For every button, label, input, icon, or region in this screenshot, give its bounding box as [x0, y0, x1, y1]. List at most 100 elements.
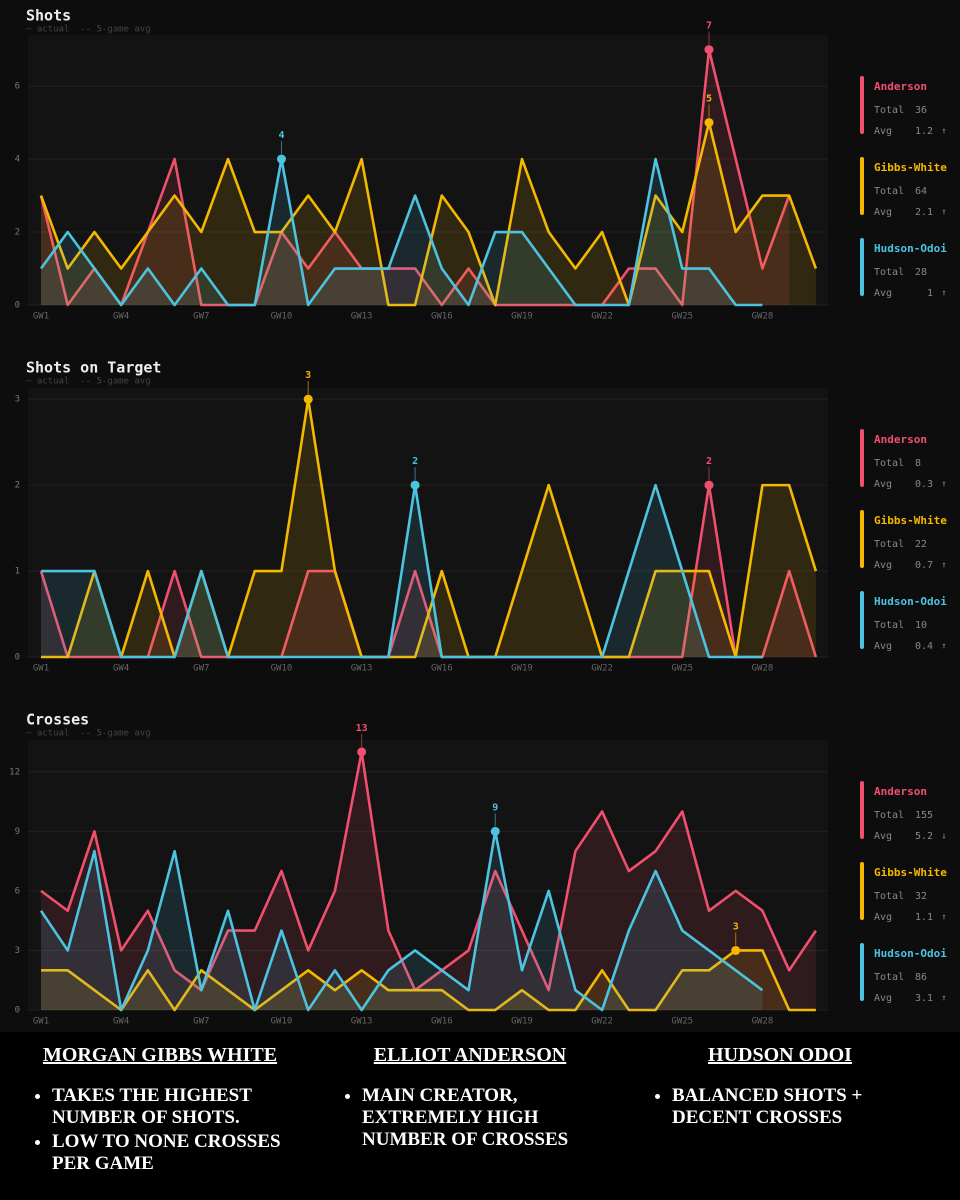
y-tick-label: 6: [15, 82, 20, 92]
legend-swatch: [860, 862, 864, 920]
series-area: [41, 485, 816, 657]
series-line: [39, 830, 764, 1012]
peak-point: [731, 945, 741, 955]
x-tick-label: GW1: [33, 312, 49, 322]
avg-value: 0.7: [915, 560, 933, 571]
legend-swatch: [860, 591, 864, 649]
legend-swatch: [860, 943, 864, 1001]
legend-name: Hudson-Odoi: [874, 242, 947, 255]
y-tick-label: 0: [15, 653, 20, 663]
x-tick-label: GW10: [271, 1017, 293, 1027]
note-bullet: BALANCED SHOTS + DECENT CROSSES: [672, 1085, 910, 1129]
x-tick-label: GW4: [113, 1017, 129, 1027]
total-value: 28: [915, 267, 927, 278]
avg-trend: ↑: [941, 480, 946, 490]
x-tick-label: GW10: [271, 312, 293, 322]
chart-title: Shots on Target: [26, 359, 161, 377]
y-tick-label: 12: [9, 767, 20, 777]
legend-note: — actual -- 5-game avg: [26, 729, 151, 739]
x-tick-label: GW7: [193, 664, 209, 674]
plot-area: [28, 35, 828, 305]
y-tick-label: 3: [15, 395, 20, 405]
note-bullet: TAKES THE HIGHEST NUMBER OF SHOTS.: [52, 1085, 290, 1129]
peak-label: 7: [706, 21, 712, 32]
avg-value: 0.4: [915, 641, 933, 652]
total-label: Total: [874, 972, 904, 983]
x-tick-label: GW25: [671, 1017, 693, 1027]
plot-area: [28, 740, 828, 1010]
avg-trend: ↑: [941, 994, 946, 1004]
peak-point: [410, 480, 420, 490]
x-tick-label: GW19: [511, 664, 533, 674]
legend-name: Gibbs-White: [874, 161, 947, 174]
peak-label: 2: [412, 456, 418, 467]
y-tick-label: 9: [15, 827, 20, 837]
x-tick-label: GW13: [351, 664, 373, 674]
legend-name: Gibbs-White: [874, 514, 947, 527]
peak-point: [704, 45, 714, 55]
avg-trend: ↓: [941, 832, 946, 842]
total-value: 22: [915, 539, 927, 550]
peak-point: [490, 826, 500, 836]
avg-value: 3.1: [915, 993, 933, 1004]
notes: MORGAN GIBBS WHITE TAKES THE HIGHEST NUMB…: [0, 1032, 960, 1200]
peak-label: 4: [278, 130, 284, 141]
legend-swatch: [860, 429, 864, 487]
legend-swatch: [860, 238, 864, 296]
legend-swatch: [860, 781, 864, 839]
x-tick-label: GW19: [511, 312, 533, 322]
total-value: 155: [915, 810, 933, 821]
series-area: [41, 751, 816, 1010]
series-line: [41, 483, 763, 659]
note-column: HUDSON ODOI BALANCED SHOTS + DECENT CROSS…: [650, 1044, 910, 1131]
series-line: [41, 397, 818, 659]
legend-name: Anderson: [874, 785, 927, 798]
note-list: MAIN CREATOR, EXTREMELY HIGH NUMBER OF C…: [340, 1085, 600, 1151]
x-tick-label: GW7: [193, 312, 209, 322]
peak-label: 3: [733, 921, 739, 932]
avg-trend: ↑: [941, 642, 946, 652]
total-label: Total: [874, 267, 904, 278]
avg-value: 1.2: [915, 126, 933, 137]
total-value: 36: [915, 105, 927, 116]
x-tick-label: GW16: [431, 664, 453, 674]
series-line: [40, 750, 817, 992]
note-list: BALANCED SHOTS + DECENT CROSSES: [650, 1085, 910, 1129]
avg-label: Avg: [874, 641, 892, 652]
avg-label: Avg: [874, 288, 892, 299]
x-tick-label: GW4: [113, 664, 129, 674]
x-tick-label: GW10: [271, 664, 293, 674]
avg-label: Avg: [874, 560, 892, 571]
avg-trend: ↑: [941, 127, 946, 137]
note-column: MORGAN GIBBS WHITE TAKES THE HIGHEST NUMB…: [30, 1044, 290, 1177]
x-tick-label: GW13: [351, 312, 373, 322]
x-tick-label: GW22: [591, 312, 613, 322]
y-tick-label: 0: [15, 301, 20, 311]
legend-name: Anderson: [874, 80, 927, 93]
x-tick-label: GW25: [671, 664, 693, 674]
avg-label: Avg: [874, 993, 892, 1004]
y-tick-label: 2: [15, 481, 20, 491]
legend-name: Hudson-Odoi: [874, 595, 947, 608]
note-heading: MORGAN GIBBS WHITE: [42, 1044, 278, 1066]
x-tick-label: GW22: [591, 664, 613, 674]
legend-note: — actual -- 5-game avg: [26, 377, 151, 387]
peak-label: 3: [305, 370, 311, 381]
total-label: Total: [874, 539, 904, 550]
note-list: TAKES THE HIGHEST NUMBER OF SHOTS.LOW TO…: [30, 1085, 290, 1175]
avg-label: Avg: [874, 479, 892, 490]
avg-value: 0.3: [915, 479, 933, 490]
legend-name: Hudson-Odoi: [874, 947, 947, 960]
series-area: [41, 831, 763, 1010]
x-tick-label: GW4: [113, 312, 129, 322]
note-bullet: LOW TO NONE CROSSES PER GAME: [52, 1131, 290, 1175]
peak-point: [357, 747, 367, 757]
x-tick-label: GW16: [431, 312, 453, 322]
y-tick-label: 2: [15, 228, 20, 238]
note-bullet: MAIN CREATOR, EXTREMELY HIGH NUMBER OF C…: [362, 1085, 600, 1151]
x-tick-label: GW1: [33, 1017, 49, 1027]
x-tick-label: GW25: [671, 312, 693, 322]
total-label: Total: [874, 105, 904, 116]
note-column: ELLIOT ANDERSON MAIN CREATOR, EXTREMELY H…: [340, 1044, 600, 1153]
